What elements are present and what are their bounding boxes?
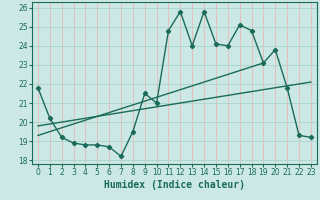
- X-axis label: Humidex (Indice chaleur): Humidex (Indice chaleur): [104, 180, 245, 190]
